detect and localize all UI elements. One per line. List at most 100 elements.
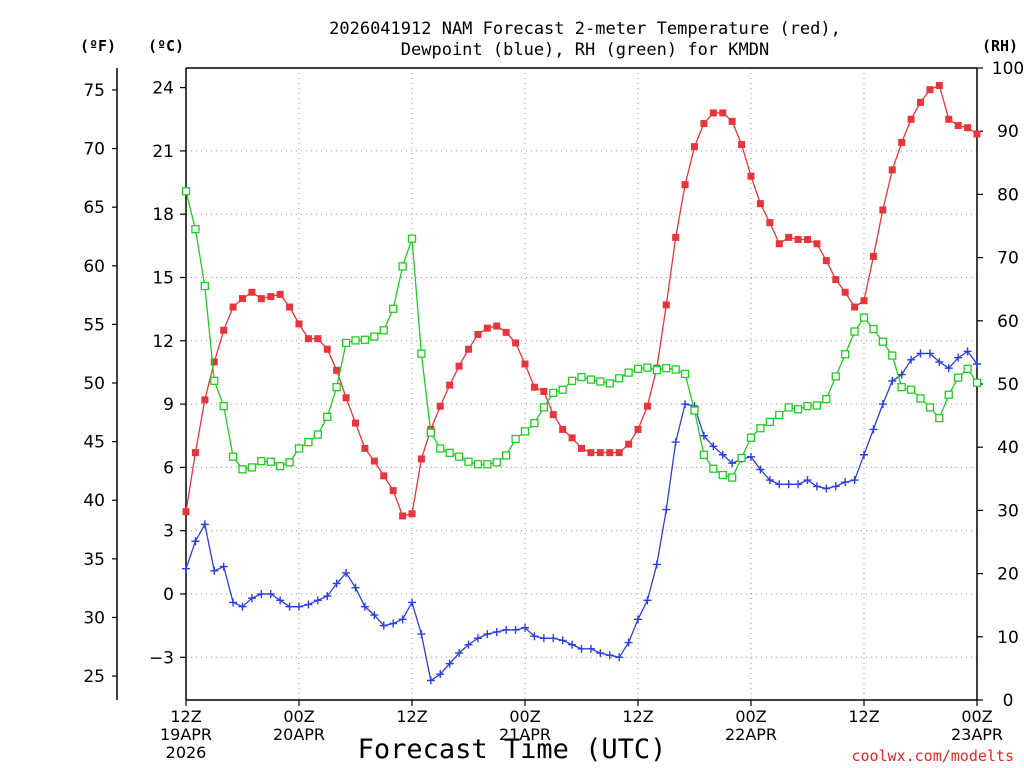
temperature-point [568,434,576,442]
rh-point [257,456,266,466]
temperature-point [615,449,623,457]
rh-point [558,385,567,394]
temperature-point [606,449,614,457]
fahrenheit-tick-label: 65 [83,198,105,218]
rh-point [756,424,765,433]
rh-point [662,364,671,373]
rh-point [972,378,982,387]
rh-point [605,379,614,388]
temperature-point [182,508,190,516]
dewpoint-point [455,649,464,658]
dewpoint-point [521,623,529,632]
dewpoint-point [530,632,539,641]
dewpoint-point [954,353,963,362]
dewpoint-point [973,360,981,369]
temperature-point [935,81,943,89]
dewpoint-point [238,602,247,611]
dewpoint-point [323,592,332,601]
dewpoint-point [276,596,285,605]
dewpoint-point [539,634,548,643]
temperature-point [370,457,378,465]
rh-tick-label: 80 [997,185,1019,205]
time-tick-label: 12Z [848,707,879,726]
rh-point [445,448,454,458]
dewpoint-point [681,400,690,409]
temperature-point [926,86,934,94]
rh-point [793,405,803,414]
temperature-point [709,109,717,117]
celsius-tick-label: 6 [163,458,174,478]
dewpoint-point [671,438,680,447]
dewpoint-point [624,638,633,647]
temperature-point [964,124,972,132]
dewpoint-point [897,370,906,379]
rh-point [643,363,652,372]
time-tick-label: 23APR [951,725,1003,744]
rh-point [360,335,370,344]
dewpoint-point [247,594,256,603]
temperature-point [502,328,510,336]
rh-point [219,401,228,411]
rh-point [247,463,257,472]
dewpoint-point [445,659,454,668]
temperature-point [267,292,275,300]
temperature-point [804,236,811,244]
fahrenheit-tick-label: 55 [83,315,105,335]
rh-point [210,376,219,385]
grid-lines [186,68,977,700]
rh-point [426,428,435,437]
temperature-point [257,295,265,303]
rh-point [285,458,294,467]
dewpoint-point [182,564,190,573]
rh-point [963,364,972,373]
temperature-point [474,330,482,338]
temperature-point [879,206,887,214]
dewpoint-point [511,625,520,634]
time-tick-label: 21APR [499,725,551,744]
rh-point [624,368,633,377]
chart-title-line-2: Dewpoint (blue), RH (green) for KMDN [401,40,769,60]
temperature-point [417,455,425,463]
celsius-tick-label: 15 [152,269,174,289]
dewpoint-point [257,590,266,598]
celsius-tick-label: 18 [152,205,174,225]
fahrenheit-unit-label: (ºF) [80,37,116,55]
temperature-point [672,233,680,241]
temperature-point [276,290,284,298]
dewpoint-point [304,600,313,609]
rh-unit-label: (RH) [982,37,1018,55]
rh-point [539,403,548,412]
rh-point [586,375,596,384]
temperature-point [898,138,906,146]
dewpoint-point [803,476,812,485]
dewpoint-point [436,670,445,679]
dewpoint-point [398,615,407,624]
time-tick-label: 19APR [160,725,212,744]
dewpoint-point [822,484,831,493]
x-axis-title: Forecast Time (UTC) [358,734,667,765]
fahrenheit-tick-label: 60 [83,257,105,277]
fahrenheit-tick-label: 30 [83,608,105,628]
rh-point [379,326,388,335]
temperature-point [578,444,585,452]
time-tick-label: 12Z [396,707,427,726]
dewpoint-point [549,634,558,643]
rh-point [200,281,209,291]
temperature-point [323,345,331,353]
temperature-point [201,396,209,404]
temperature-point [446,381,454,389]
rh-series [181,187,982,482]
rh-point [812,401,822,410]
rh-point [407,234,417,243]
temperature-point [832,276,840,284]
rh-point [567,376,577,385]
fahrenheit-tick-label: 25 [83,667,105,687]
temperature-point [587,449,595,457]
rh-point [652,365,661,375]
temperature-point [229,303,237,311]
temperature-point [521,360,529,368]
temperature-point [399,512,407,520]
temperature-point [747,172,755,180]
rh-point [313,430,322,439]
